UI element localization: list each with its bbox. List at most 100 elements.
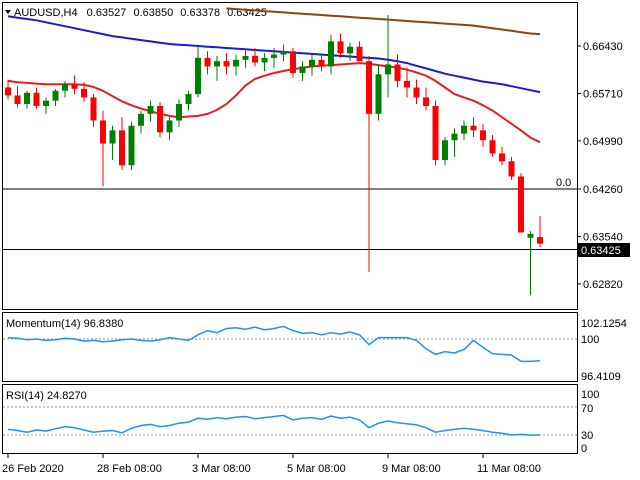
candle-body bbox=[204, 57, 211, 67]
candle bbox=[442, 136, 448, 166]
momentum-tick-label: 96.4109 bbox=[581, 371, 621, 383]
candle-body bbox=[442, 140, 448, 161]
candle bbox=[337, 33, 344, 58]
candle-body bbox=[328, 41, 334, 67]
candle-body bbox=[100, 120, 106, 144]
candle bbox=[176, 99, 182, 128]
candle bbox=[451, 128, 458, 157]
candle bbox=[309, 54, 315, 76]
candle bbox=[489, 134, 496, 157]
candle-body bbox=[451, 133, 458, 141]
candle-body bbox=[261, 57, 268, 63]
price-tick-label: 0.65710 bbox=[583, 88, 623, 100]
price-tick-label: 0.62820 bbox=[583, 279, 623, 291]
time-tick-label: 3 Mar 08:00 bbox=[192, 463, 251, 475]
candle bbox=[138, 110, 144, 134]
price-tick-label: 0.63540 bbox=[583, 231, 623, 243]
candle-body bbox=[223, 61, 230, 67]
candle-body bbox=[24, 92, 30, 104]
moving-average-line bbox=[7, 62, 541, 144]
candle-body bbox=[499, 153, 505, 162]
time-axis: 26 Feb 2020 28 Feb 08:00 3 Mar 08:00 5 Mar … bbox=[2, 454, 541, 475]
candle-body bbox=[109, 130, 116, 144]
candle bbox=[81, 82, 87, 103]
symbol-label: AUDUSD,H4 bbox=[14, 7, 78, 19]
candle bbox=[119, 117, 125, 170]
rsi-tick-label: 0 bbox=[581, 443, 587, 455]
candle bbox=[385, 15, 391, 98]
candle-body bbox=[90, 97, 97, 121]
price-axis: 0.66430 0.65710 0.64990 0.64260 0.63540 0.628… bbox=[577, 41, 623, 291]
candle-body bbox=[356, 46, 363, 62]
svg-text:AUDUSD,H4 0.63527: AUDUSD,H4 0.63527 0.63850 0.63378 0.6342… bbox=[14, 7, 267, 19]
candle-body bbox=[166, 120, 173, 133]
candle-body bbox=[280, 51, 287, 55]
candle-body bbox=[214, 61, 220, 67]
candle-body bbox=[252, 55, 258, 63]
candle bbox=[128, 121, 135, 170]
rsi-tick-label: 30 bbox=[581, 430, 593, 442]
price-header: AUDUSD,H4 0.63527 0.63850 0.63378 0.6342… bbox=[5, 7, 267, 19]
candle-body bbox=[185, 94, 192, 104]
candle bbox=[100, 110, 106, 187]
candle-body bbox=[119, 130, 125, 166]
candle-body bbox=[461, 125, 467, 134]
momentum-tick-label: 102.1254 bbox=[581, 318, 627, 330]
candle-body bbox=[271, 54, 277, 58]
time-tick-label: 9 Mar 08:00 bbox=[382, 463, 441, 475]
candle bbox=[223, 53, 230, 75]
candle-body bbox=[176, 103, 182, 121]
candle bbox=[71, 75, 78, 95]
time-tick-label: 11 Mar 08:00 bbox=[477, 463, 541, 475]
candle-body bbox=[128, 125, 135, 166]
candle bbox=[356, 41, 363, 62]
candle bbox=[423, 87, 429, 111]
candle-body bbox=[5, 87, 11, 96]
candle bbox=[537, 216, 543, 247]
momentum-line bbox=[7, 325, 541, 363]
candle bbox=[14, 86, 21, 108]
candle bbox=[366, 55, 372, 273]
candle-body bbox=[432, 105, 439, 161]
candle bbox=[166, 117, 173, 141]
candle-body bbox=[233, 59, 239, 67]
triangle-down-icon[interactable] bbox=[5, 10, 11, 14]
candle-body bbox=[138, 113, 144, 126]
candle bbox=[461, 120, 467, 141]
candle-body bbox=[423, 97, 429, 106]
rsi-line bbox=[7, 414, 541, 436]
candle-body bbox=[366, 61, 372, 114]
candle-body bbox=[147, 105, 154, 114]
price-tick-label: 0.66430 bbox=[583, 41, 623, 53]
candle bbox=[157, 102, 163, 137]
candle-body bbox=[43, 100, 49, 106]
candle bbox=[52, 88, 59, 106]
candle bbox=[62, 80, 68, 98]
price-panel bbox=[2, 2, 578, 310]
current-price-marker: 0.63425 bbox=[578, 243, 630, 257]
candle-body bbox=[71, 84, 78, 89]
candle-body bbox=[195, 57, 201, 95]
candle-body bbox=[318, 59, 325, 67]
candle bbox=[499, 146, 505, 166]
candle-body bbox=[404, 80, 410, 88]
candle bbox=[375, 64, 382, 121]
candle-body bbox=[62, 84, 68, 91]
candle bbox=[185, 90, 192, 111]
moving-average-line bbox=[226, 7, 541, 36]
low-value: 0.63378 bbox=[180, 7, 220, 19]
momentum-axis: 102.1254 100 96.4109 bbox=[581, 318, 627, 383]
rsi-title: RSI(14) 24.8270 bbox=[6, 390, 87, 402]
high-value: 0.63850 bbox=[133, 7, 173, 19]
candle bbox=[328, 34, 334, 75]
candle bbox=[527, 231, 534, 296]
candle bbox=[480, 123, 486, 147]
candle bbox=[33, 87, 40, 109]
time-tick-label: 5 Mar 08:00 bbox=[287, 463, 346, 475]
candle bbox=[252, 47, 258, 67]
candle bbox=[233, 54, 239, 76]
candle-body bbox=[537, 237, 543, 244]
candle bbox=[432, 100, 439, 166]
candle bbox=[242, 50, 249, 68]
